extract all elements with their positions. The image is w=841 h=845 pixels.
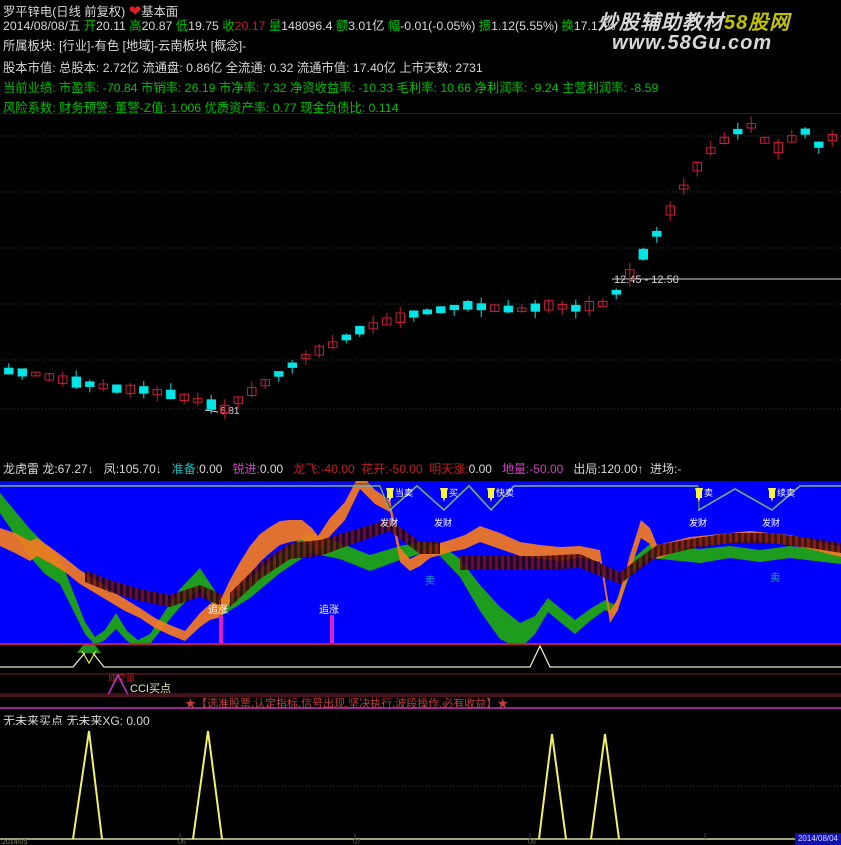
svg-text:发财: 发财 <box>434 517 452 528</box>
svg-text:07: 07 <box>353 839 361 845</box>
svg-text:CCI买点: CCI买点 <box>130 682 171 695</box>
svg-text:2014/05: 2014/05 <box>2 839 27 845</box>
svg-text:追涨: 追涨 <box>208 603 228 616</box>
svg-text:08: 08 <box>528 839 536 845</box>
svg-text:买: 买 <box>449 488 458 498</box>
svg-text:06: 06 <box>178 839 186 845</box>
svg-text:快卖: 快卖 <box>496 487 514 498</box>
svg-text:续卖: 续卖 <box>777 487 795 498</box>
svg-text:12.45 - 12.50: 12.45 - 12.50 <box>614 274 679 286</box>
svg-text:发财: 发财 <box>762 517 780 528</box>
svg-text:卖: 卖 <box>704 488 713 498</box>
svg-text:发财: 发财 <box>380 517 398 528</box>
svg-text:追涨: 追涨 <box>319 603 339 616</box>
svg-text:6.81: 6.81 <box>220 406 240 417</box>
svg-text:卖: 卖 <box>770 572 780 584</box>
svg-text:卖: 卖 <box>425 575 435 587</box>
svg-text:当卖: 当卖 <box>395 487 413 498</box>
svg-text:发财: 发财 <box>689 517 707 528</box>
